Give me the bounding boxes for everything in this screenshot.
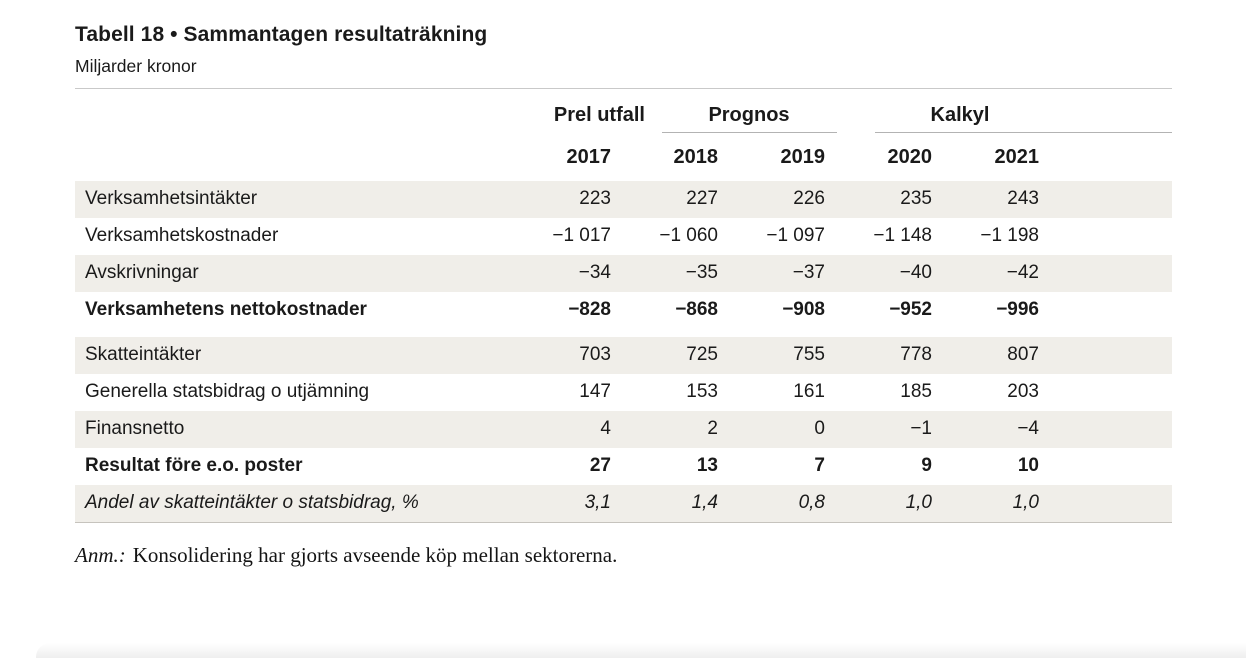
- row-right-spacer: [1039, 448, 1172, 485]
- year-header-2019: 2019: [780, 146, 826, 168]
- row-right-spacer: [1039, 292, 1172, 337]
- year-header-row: 2017 2018 2019 2020 2021: [75, 137, 1172, 181]
- table-unit-subtitle: Miljarder kronor: [75, 56, 197, 76]
- year-header-2017: 2017: [566, 146, 612, 168]
- table-row: Andel av skatteintäkter o statsbidrag, %…: [75, 485, 1172, 523]
- cell-2019: 0: [814, 418, 825, 439]
- cell-2020: −1 148: [873, 225, 932, 246]
- cell-2017: 4: [600, 418, 611, 439]
- cell-2020: −952: [889, 299, 932, 320]
- cell-2018: 1,4: [611, 485, 718, 523]
- cell-2018: 725: [686, 344, 718, 365]
- column-group-header-band: Prel utfall Prognos Kalkyl: [75, 89, 1172, 137]
- row-label: Verksamhetskostnader: [85, 225, 279, 246]
- row-label: Resultat före e.o. poster: [85, 455, 303, 476]
- row-label: Andel av skatteintäkter o statsbidrag, %: [75, 485, 504, 523]
- cell-2018: 2: [707, 418, 718, 439]
- year-header-2020: 2020: [887, 146, 933, 168]
- cell-2021: 243: [1007, 188, 1039, 209]
- year-header-2018: 2018: [673, 146, 719, 168]
- year-header-label-spacer: [75, 137, 504, 181]
- row-right-spacer: [1039, 411, 1172, 448]
- cell-2020: 1,0: [825, 485, 932, 523]
- prognos-underline: [662, 132, 837, 133]
- table-row: Verksamhetskostnader −1 017 −1 060 −1 097 −1…: [75, 218, 1172, 255]
- note-text: Konsolidering har gjorts avseende köp me…: [132, 543, 618, 567]
- row-right-spacer: [1039, 337, 1172, 374]
- cell-2020: 778: [900, 344, 932, 365]
- header-top-rule: [75, 88, 1172, 89]
- table-title: Tabell 18 • Sammantagen resultaträkning: [75, 23, 488, 46]
- cell-2018: 13: [696, 455, 718, 476]
- cell-2018: −1 060: [659, 225, 718, 246]
- cell-2019: 0,8: [718, 485, 825, 523]
- cell-2019: −1 097: [766, 225, 825, 246]
- cell-2021: −4: [1017, 418, 1039, 439]
- cell-2020: −1: [910, 418, 932, 439]
- table-row: Verksamhetens nettokostnader −828 −868 −908…: [75, 292, 1172, 337]
- cell-2017: −828: [568, 299, 611, 320]
- cell-2019: −908: [782, 299, 825, 320]
- table-note: Anm.: Konsolidering har gjorts avseende k…: [75, 542, 1172, 568]
- cell-2017: −1 017: [552, 225, 611, 246]
- row-label: Verksamhetsintäkter: [85, 188, 258, 209]
- row-right-spacer: [1039, 485, 1172, 523]
- cell-2017: 147: [579, 381, 611, 402]
- table-row: Finansnetto 4 2 0 −1 −4: [75, 411, 1172, 448]
- cell-2021: 807: [1007, 344, 1039, 365]
- cell-2020: 235: [900, 188, 932, 209]
- row-right-spacer: [1039, 255, 1172, 292]
- cell-2018: 153: [686, 381, 718, 402]
- cell-2017: 703: [579, 344, 611, 365]
- cell-2021: 1,0: [932, 485, 1039, 523]
- cell-2019: −37: [792, 262, 825, 283]
- table-row: Skatteintäkter 703 725 755 778 807: [75, 337, 1172, 374]
- table-row: Verksamhetsintäkter 223 227 226 235 243: [75, 181, 1172, 218]
- row-label: Verksamhetens nettokostnader: [85, 299, 367, 320]
- cell-2018: −35: [685, 262, 718, 283]
- cell-2019: 226: [793, 188, 825, 209]
- row-label: Skatteintäkter: [85, 344, 202, 365]
- cell-2017: 3,1: [504, 485, 611, 523]
- row-label: Finansnetto: [85, 418, 185, 439]
- result-table: 2017 2018 2019 2020 2021 Verksamhetsintäkter…: [75, 137, 1172, 523]
- group-header-prognos: Prognos: [708, 104, 790, 126]
- note-prefix: Anm.:: [75, 543, 126, 567]
- kalkyl-underline: [875, 132, 1172, 133]
- table-figure: Tabell 18 • Sammantagen resultaträkning …: [75, 0, 1172, 568]
- cell-2019: 755: [793, 344, 825, 365]
- cell-2018: −868: [675, 299, 718, 320]
- row-right-spacer: [1039, 374, 1172, 411]
- cell-2018: 227: [686, 188, 718, 209]
- cell-2017: −34: [578, 262, 611, 283]
- cell-2021: 203: [1007, 381, 1039, 402]
- group-header-prel-utfall: Prel utfall: [553, 104, 645, 126]
- cell-2019: 161: [793, 381, 825, 402]
- year-header-right-spacer: [1039, 137, 1172, 181]
- bottom-edge-shadow: [36, 643, 1246, 658]
- row-label: Avskrivningar: [85, 262, 199, 283]
- row-right-spacer: [1039, 218, 1172, 255]
- cell-2021: 10: [1017, 455, 1039, 476]
- cell-2020: 9: [921, 455, 932, 476]
- table-row: Generella statsbidrag o utjämning 147 153 1…: [75, 374, 1172, 411]
- table-row: Avskrivningar −34 −35 −37 −40 −42: [75, 255, 1172, 292]
- row-right-spacer: [1039, 181, 1172, 218]
- cell-2017: 27: [589, 455, 611, 476]
- row-label: Generella statsbidrag o utjämning: [85, 381, 370, 402]
- cell-2019: 7: [814, 455, 825, 476]
- cell-2020: −40: [899, 262, 932, 283]
- year-header-2021: 2021: [994, 146, 1040, 168]
- table-body: Verksamhetsintäkter 223 227 226 235 243 Verksa…: [75, 181, 1172, 523]
- cell-2021: −996: [996, 299, 1039, 320]
- cell-2021: −1 198: [980, 225, 1039, 246]
- cell-2021: −42: [1006, 262, 1039, 283]
- table-row: Resultat före e.o. poster 27 13 7 9 10: [75, 448, 1172, 485]
- cell-2020: 185: [900, 381, 932, 402]
- group-header-kalkyl: Kalkyl: [930, 104, 990, 126]
- cell-2017: 223: [579, 188, 611, 209]
